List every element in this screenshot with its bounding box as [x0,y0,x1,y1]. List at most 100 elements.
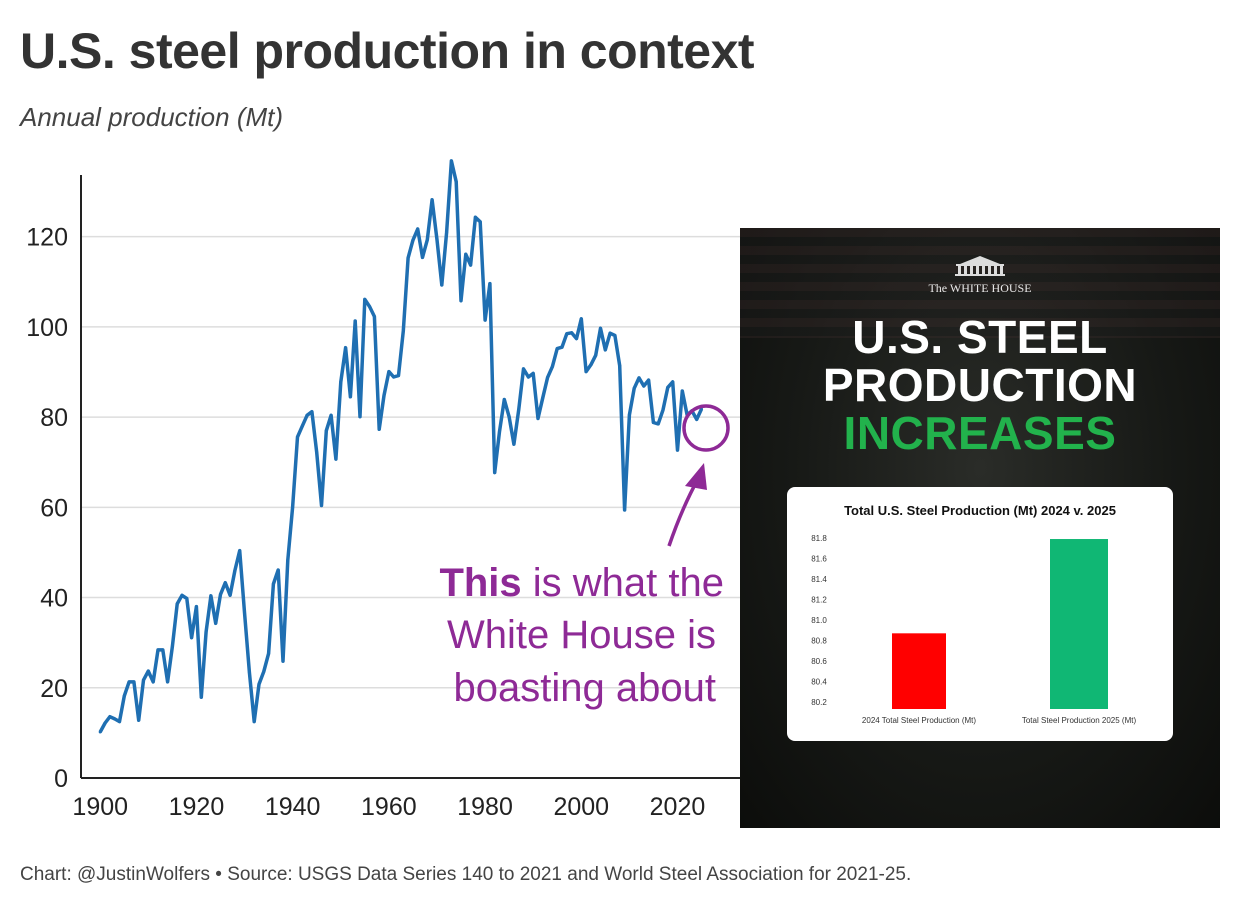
data-point [137,718,141,722]
bar-y-tick-label: 80.2 [811,698,827,707]
data-point [560,345,564,349]
data-point [353,319,357,323]
data-point [397,374,400,378]
data-point [416,227,420,231]
data-point [623,508,627,512]
bar-chart-card: Total U.S. Steel Production (Mt) 2024 v.… [787,487,1173,741]
data-point [98,730,102,734]
data-point [180,593,184,597]
data-point [267,652,271,655]
data-point [608,331,612,335]
data-point [680,389,684,393]
data-point [517,408,521,412]
data-point [676,448,679,452]
data-point [175,602,179,606]
bar-chart: 80.2 80.4 80.6 80.8 81.0 81.2 81.4 81.6 81.8 202… [811,534,1136,725]
bar-2025 [1050,539,1108,709]
data-point [291,505,295,509]
bar-category-label: 2024 Total Steel Production (Mt) [862,716,976,725]
data-point [377,427,381,431]
data-point [435,238,439,242]
data-point [228,593,232,597]
data-point [108,715,112,719]
data-point [156,648,160,652]
data-point [507,415,511,419]
y-tick-label: 60 [40,494,68,522]
data-point [358,415,362,419]
data-point [411,238,415,242]
y-tick-label: 40 [40,585,68,613]
data-point [185,597,189,600]
data-point [122,694,126,698]
data-point [599,326,602,330]
annotation-arrow [667,463,707,547]
data-point [666,385,670,389]
data-point [199,695,203,699]
white-house-graphic: The WHITE HOUSE U.S. STEEL PRODUCTION IN… [740,228,1220,828]
data-point [368,305,372,309]
data-point [440,283,444,287]
data-point [223,581,227,585]
data-point [464,252,468,256]
y-tick-label: 20 [40,675,68,703]
headline-1: U.S. STEEL [852,311,1108,363]
data-point [257,682,261,686]
data-point [262,670,266,673]
data-point [252,720,256,724]
data-point [449,159,453,163]
data-point [146,669,150,673]
data-point [656,422,660,426]
data-points [98,159,703,734]
data-point [132,680,136,684]
bars [892,539,1108,709]
data-point [488,282,492,286]
data-point [647,378,651,382]
data-point [555,347,559,351]
y-tick-labels: 0 20 40 60 80 100 120 [26,224,68,793]
data-point [493,471,497,475]
flag-background [740,228,1220,338]
data-point [546,375,550,379]
data-point [194,605,198,609]
highlight-circle [682,404,730,452]
bar-y-tick-labels: 80.2 80.4 80.6 80.8 81.0 81.2 81.4 81.6 81.8 [811,534,827,707]
y-tick-label: 80 [40,404,68,432]
data-point [300,424,304,428]
white-house-logo: The WHITE HOUSE [740,254,1220,296]
x-tick-label: 1960 [361,793,417,821]
y-tick-label: 100 [26,314,68,342]
data-point [671,380,675,384]
y-tick-label: 0 [54,765,68,793]
data-point [536,417,540,420]
data-point [406,256,410,260]
data-point [344,346,348,350]
headline-2: PRODUCTION [822,359,1138,411]
data-point [238,549,242,553]
data-point [118,720,121,724]
data-point [339,380,343,384]
data-point [637,376,641,380]
data-point [243,610,246,614]
white-house-icon [955,256,1005,276]
data-point [425,238,429,242]
data-point [522,367,525,371]
data-point [469,263,473,267]
data-point [334,457,338,461]
source-footer: Chart: @JustinWolfers • Source: USGS Dat… [20,864,912,885]
data-point [618,364,622,368]
x-tick-label: 1980 [457,793,513,821]
x-tick-label: 1940 [265,793,321,821]
data-point [329,413,333,417]
data-point [247,670,251,674]
data-point [589,363,593,367]
data-point [642,384,646,388]
data-point [421,255,424,259]
bar-y-tick-label: 81.4 [811,575,827,584]
data-point [430,198,434,202]
data-point [603,348,607,352]
data-point [103,721,107,725]
data-point [454,180,458,184]
data-point [570,331,574,335]
bar-y-tick-label: 80.6 [811,657,827,666]
